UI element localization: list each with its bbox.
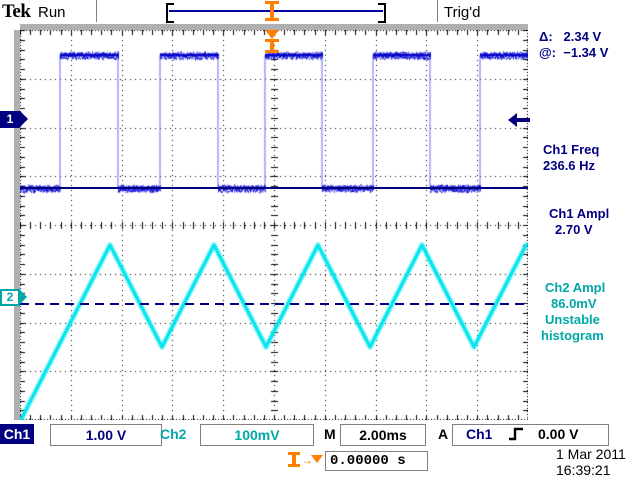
ch1-marker-tip-icon [20, 111, 28, 127]
cursor-delta-value: 2.34 V [564, 29, 602, 44]
bracket-right [378, 3, 386, 23]
footer-bar: → 0.00000 s 1 Mar 2011 16:39:21 [0, 448, 640, 480]
cursor-delta-readout: Δ: 2.34 V [539, 29, 601, 44]
measurement-0-name: Ch1 Freq [543, 142, 599, 157]
top-status-bar: Tek Run Trig'd [0, 0, 640, 24]
ch1-button[interactable]: Ch1 [0, 424, 34, 444]
trigger-state: Trig'd [444, 4, 480, 21]
timebase-label: M [324, 424, 336, 444]
timebase-field[interactable]: 2.00ms [340, 424, 426, 446]
settings-bar: Ch1 1.00 V Ch2 100mV M 2.00ms A Ch1 0.00… [0, 424, 640, 445]
ch2-scale-field[interactable]: 100mV [200, 424, 314, 446]
rising-edge-icon [508, 427, 524, 441]
cursor-line-solid[interactable] [20, 187, 528, 189]
ch1-marker-label: 1 [7, 112, 14, 126]
divider [437, 0, 438, 22]
trigger-position-arrow-icon[interactable] [265, 30, 279, 39]
date-label: 1 Mar 2011 [556, 446, 626, 462]
measurement-2-note-line2: histogram [541, 328, 604, 343]
tek-logo: Tek [2, 1, 30, 23]
cursor-at-readout: @: −1.34 V [539, 45, 608, 60]
ch2-ground-marker[interactable]: 2 [0, 289, 20, 306]
waveform-traces [20, 30, 528, 420]
cursor-at-value: −1.34 V [563, 45, 608, 60]
divider [96, 0, 97, 22]
waveform-display[interactable] [20, 30, 528, 420]
triangle-down-icon [311, 455, 323, 463]
trigger-level-label: 0.00 V [538, 424, 578, 444]
ch2-marker-label: 2 [7, 290, 14, 304]
measurement-2-name: Ch2 Ampl [545, 280, 605, 295]
trigger-position-handle-icon[interactable] [265, 1, 279, 21]
cursor-line-dashed[interactable] [20, 303, 528, 305]
ch2-button[interactable]: Ch2 [160, 424, 200, 444]
trigger-label: A [438, 424, 448, 444]
measurement-1-name: Ch1 Ampl [549, 206, 609, 221]
trigger-level-marker[interactable] [508, 113, 530, 127]
ch1-scale-field[interactable]: 1.00 V [50, 424, 162, 446]
time-label: 16:39:21 [556, 462, 611, 478]
measurement-2-note-line1: Unstable [545, 312, 600, 327]
bracket-left [166, 3, 174, 23]
cursor-at-label: @: [539, 45, 556, 60]
measurement-2-value: 86.0mV [551, 296, 597, 311]
acquisition-state[interactable]: Run [38, 4, 66, 21]
measurement-panel: Δ: 2.34 V @: −1.34 V Ch1 Freq 236.6 Hz C… [533, 24, 640, 424]
trigger-position-t-icon[interactable] [265, 39, 279, 53]
measurement-0-value: 236.6 Hz [543, 158, 595, 173]
cursor-delta-label: Δ: [539, 29, 553, 44]
trigger-source-label: Ch1 [466, 424, 492, 444]
horizontal-position-field[interactable]: 0.00000 s [325, 451, 428, 471]
ch2-marker-tip-icon [19, 289, 27, 305]
trigger-position-icon[interactable] [288, 452, 300, 467]
measurement-1-value: 2.70 V [555, 222, 593, 237]
ch1-ground-marker[interactable]: 1 [0, 111, 20, 128]
